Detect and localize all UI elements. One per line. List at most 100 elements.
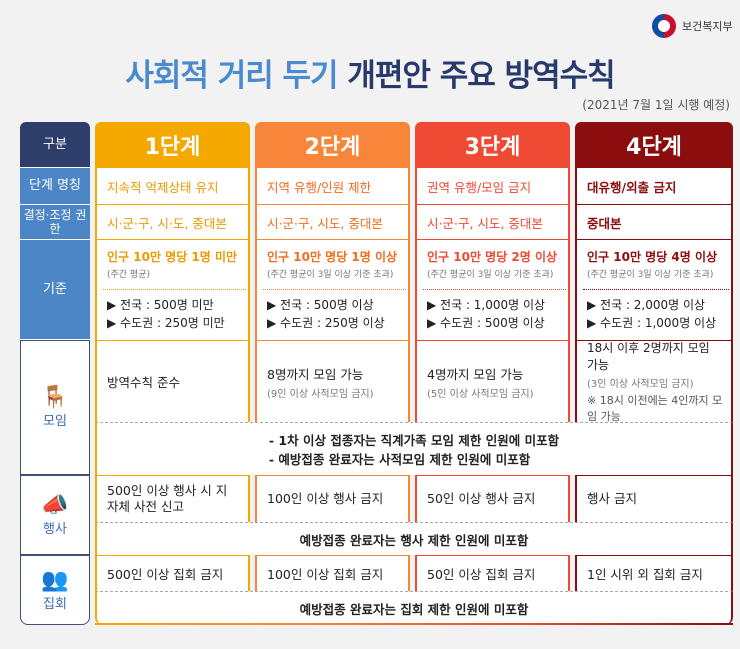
criteria-main: 인구 10만 명당 4명 이상 <box>587 250 718 264</box>
criteria-sub: (주간 평균) <box>107 270 151 280</box>
gathering-sub: (9인 이상 사적모임 금지) <box>267 388 374 400</box>
stage-name: 지속적 억제상태 유지 <box>107 179 219 195</box>
rally-rule: 100인 이상 집회 금지 <box>267 567 384 582</box>
stage-name-3: 권역 유행/모임 금지 <box>415 168 570 205</box>
stage-name-2: 지역 유행/인원 제한 <box>255 168 410 205</box>
stage-gathering-2: 8명까지 모임 가능 (9인 이상 사적모임 금지) <box>255 340 410 422</box>
stage-header-3: 3단계 <box>415 122 570 168</box>
criteria-capital: ▶ 수도권 : 1,000명 이상 <box>587 316 717 330</box>
stage-name: 대유행/외출 금지 <box>587 179 677 195</box>
criteria-capital: ▶ 수도권 : 250명 미만 <box>107 316 225 330</box>
criteria-capital: ▶ 수도권 : 250명 이상 <box>267 316 385 330</box>
criteria-national: ▶ 전국 : 1,000명 이상 <box>427 298 546 312</box>
row-header-label: 기준 <box>43 281 67 297</box>
dotted-divider <box>103 289 246 290</box>
stage-authority-4: 중대본 <box>575 205 733 240</box>
stage-event-2: 100인 이상 행사 금지 <box>255 475 410 522</box>
stage-rally-4: 1인 시위 외 집회 금지 <box>575 555 733 591</box>
stage-gathering-1: 방역수칙 준수 <box>95 340 250 422</box>
stage-label: 4단계 <box>626 135 682 160</box>
rally-rule: 500인 이상 집회 금지 <box>107 567 224 582</box>
stage-label: 2단계 <box>304 135 361 160</box>
stage-criteria-2: 인구 10만 명당 1명 이상 (주간 평균이 3일 이상 기준 초과) ▶ 전국 … <box>255 240 410 340</box>
rally-rule: 50인 이상 집회 금지 <box>427 567 536 582</box>
criteria-sub: (주간 평균이 3일 이상 기준 초과) <box>587 270 714 280</box>
criteria-capital: ▶ 수도권 : 500명 이상 <box>427 316 545 330</box>
event-rule: 행사 금지 <box>587 491 637 506</box>
gathering-sub: (5인 이상 사적모임 금지) <box>427 388 534 400</box>
megaphone-icon: 📣 <box>41 492 69 518</box>
gathering-sub: (3인 이상 사적모임 금지) <box>587 379 694 390</box>
row-header-gathering: 🪑 모임 <box>20 340 90 475</box>
row-header-label: 행사 <box>43 521 67 537</box>
dotted-divider <box>263 289 406 290</box>
row-header-label: 집회 <box>43 596 67 612</box>
gathering-note: ※ 18시 이전에는 4인까지 모임 가능 <box>587 394 723 423</box>
stage-criteria-1: 인구 10만 명당 1명 미만 (주간 평균) ▶ 전국 : 500명 미만 ▶ 수도… <box>95 240 250 340</box>
stage-header-4: 4단계 <box>575 122 733 168</box>
row-header-label: 결정·조정 권한 <box>23 208 87 236</box>
row-header-criteria: 기준 <box>20 240 90 340</box>
row-header-label: 단계 명칭 <box>29 178 81 193</box>
rally-note: 예방접종 완료자는 집회 제한 인원에 미포함 <box>299 602 529 617</box>
criteria-main: 인구 10만 명당 1명 이상 <box>267 250 398 264</box>
stage-authority: 시·군·구, 시도, 중대본 <box>267 215 383 231</box>
stage-header-1: 1단계 <box>95 122 250 168</box>
stage-rally-3: 50인 이상 집회 금지 <box>415 555 570 591</box>
bottom-border <box>95 553 733 555</box>
gathering-notes: - 1차 이상 접종자는 직계가족 모임 제한 인원에 미포함 - 예방접종 완료… <box>95 422 733 475</box>
gathering-rule: 방역수칙 준수 <box>107 375 180 390</box>
stage-event-1: 500인 이상 행사 시 지자체 사전 신고 <box>95 475 250 522</box>
criteria-main: 인구 10만 명당 1명 미만 <box>107 250 238 264</box>
stage-event-4: 행사 금지 <box>575 475 733 522</box>
rally-notes: 예방접종 완료자는 집회 제한 인원에 미포함 <box>95 591 733 625</box>
gathering-note-2: - 예방접종 완료자는 사적모임 제한 인원에 미포함 <box>268 452 531 467</box>
criteria-sub: (주간 평균이 3일 이상 기준 초과) <box>427 270 554 280</box>
stage-event-3: 50인 이상 행사 금지 <box>415 475 570 522</box>
stage-authority: 시·군·구, 시도, 중대본 <box>427 215 543 231</box>
stage-name-1: 지속적 억제상태 유지 <box>95 168 250 205</box>
row-header-label: 모임 <box>43 414 67 429</box>
gathering-rule: 18시 이후 2명까지 모임 가능 <box>587 341 710 372</box>
title-part1: 사회적 거리 두기 <box>125 58 338 94</box>
stage-label: 1단계 <box>144 135 201 160</box>
crowd-icon: 👥 <box>41 567 69 593</box>
stage-label: 3단계 <box>464 135 521 160</box>
ministry-name: 보건복지부 <box>682 20 733 33</box>
stage-name-4: 대유행/외출 금지 <box>575 168 733 205</box>
event-rule: 500인 이상 행사 시 지자체 사전 신고 <box>107 483 228 514</box>
event-note: 예방접종 완료자는 행사 제한 인원에 미포함 <box>299 532 529 548</box>
stage-authority-2: 시·군·구, 시도, 중대본 <box>255 205 410 240</box>
stage-gathering-3: 4명까지 모임 가능 (5인 이상 사적모임 금지) <box>415 340 570 422</box>
stage-rally-2: 100인 이상 집회 금지 <box>255 555 410 591</box>
page-title: 사회적 거리 두기 개편안 주요 방역수칙 <box>0 50 740 95</box>
event-rule: 50인 이상 행사 금지 <box>427 491 536 506</box>
rally-rule: 1인 시위 외 집회 금지 <box>587 567 703 582</box>
stage-header-2: 2단계 <box>255 122 410 168</box>
event-notes: 예방접종 완료자는 행사 제한 인원에 미포함 <box>95 522 733 555</box>
stage-authority: 시·군·구, 시·도, 중대본 <box>107 215 227 231</box>
criteria-national: ▶ 전국 : 500명 이상 <box>267 298 374 312</box>
title-part2: 개편안 주요 방역수칙 <box>347 58 615 94</box>
gathering-rule: 4명까지 모임 가능 <box>427 366 524 382</box>
stage-gathering-4: 18시 이후 2명까지 모임 가능 (3인 이상 사적모임 금지) ※ 18시 이전… <box>575 340 733 423</box>
ministry-logo: 보건복지부 <box>652 14 733 38</box>
criteria-sub: (주간 평균이 3일 이상 기준 초과) <box>267 270 394 280</box>
stage-criteria-3: 인구 10만 명당 2명 이상 (주간 평균이 3일 이상 기준 초과) ▶ 전국 … <box>415 240 570 340</box>
stage-authority-3: 시·군·구, 시도, 중대본 <box>415 205 570 240</box>
row-header-label: 구분 <box>43 136 67 152</box>
taegeuk-logo-icon <box>652 14 676 38</box>
gathering-rule: 8명까지 모임 가능 <box>267 366 364 382</box>
criteria-main: 인구 10만 명당 2명 이상 <box>427 250 558 264</box>
meeting-people-icon: 🪑 <box>41 385 69 410</box>
row-header-authority: 결정·조정 권한 <box>20 205 90 240</box>
notes-list: - 1차 이상 접종자는 직계가족 모임 제한 인원에 미포함 - 예방접종 완료… <box>269 430 559 468</box>
stage-name: 권역 유행/모임 금지 <box>427 179 532 195</box>
row-header-category: 구분 <box>20 122 90 168</box>
effective-date: (2021년 7월 1일 시행 예정) <box>582 98 730 112</box>
dotted-divider <box>583 289 729 290</box>
stage-rally-1: 500인 이상 집회 금지 <box>95 555 250 591</box>
dotted-divider <box>423 289 566 290</box>
row-header-name: 단계 명칭 <box>20 168 90 205</box>
stage-criteria-4: 인구 10만 명당 4명 이상 (주간 평균이 3일 이상 기준 초과) ▶ 전국 … <box>575 240 733 340</box>
